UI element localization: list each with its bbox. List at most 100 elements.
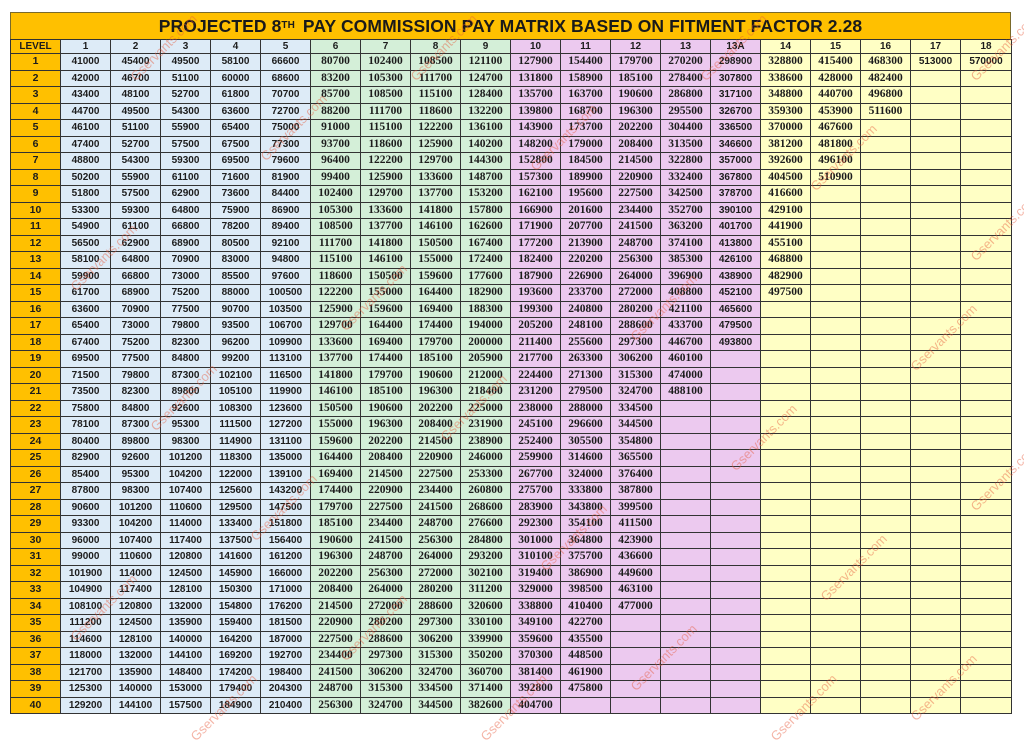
row-index: 39 [10, 680, 61, 698]
pay-cell: 220900 [410, 449, 461, 467]
column-header-level-6: 6 [310, 39, 361, 54]
pay-cell: 159400 [210, 614, 261, 632]
pay-cell: 226900 [560, 267, 611, 285]
pay-cell: 182900 [460, 284, 511, 302]
pay-cell: 98300 [110, 482, 161, 500]
pay-cell: 128400 [460, 86, 511, 104]
pay-cell: 248700 [610, 234, 661, 252]
pay-cell: 413800 [710, 234, 761, 252]
table-row: 21 73500 82300 89800 105100 119900 146100 18510… [10, 383, 1012, 401]
pay-cell: 75000 [260, 119, 311, 137]
pay-cell: 94800 [260, 251, 311, 269]
pay-cell: 97600 [260, 267, 311, 285]
pay-cell: 85700 [310, 86, 361, 104]
pay-cell: 89400 [260, 218, 311, 236]
pay-cell: 141600 [210, 548, 261, 566]
pay-cell [860, 152, 911, 170]
pay-cell: 220900 [360, 482, 411, 500]
pay-cell: 140000 [160, 630, 211, 648]
pay-cell: 129700 [310, 317, 361, 335]
pay-cell: 513000 [910, 53, 961, 71]
pay-cell: 144100 [160, 647, 211, 665]
pay-cell: 55900 [110, 168, 161, 186]
pay-cell: 364800 [560, 531, 611, 549]
pay-cell [910, 284, 961, 302]
pay-cell [710, 581, 761, 599]
pay-cell: 207700 [560, 218, 611, 236]
pay-cell: 319400 [510, 564, 561, 582]
pay-cell: 92600 [160, 399, 211, 417]
pay-cell [810, 498, 861, 516]
pay-cell [910, 432, 961, 450]
table-row: 35 111200 124500 135900 159400 181500 220900 28… [10, 614, 1012, 632]
pay-cell: 415400 [810, 53, 861, 71]
row-index: 34 [10, 597, 61, 615]
pay-cell: 132000 [160, 597, 211, 615]
row-index: 6 [10, 135, 61, 153]
pay-cell: 157800 [460, 201, 511, 219]
pay-cell: 401700 [710, 218, 761, 236]
pay-cell: 220900 [610, 168, 661, 186]
table-row: 9 51800 57500 62900 73600 84400 102400 129700 13… [10, 185, 1012, 203]
pay-cell [960, 515, 1012, 533]
pay-cell [860, 614, 911, 632]
pay-cell: 75200 [160, 284, 211, 302]
pay-cell [960, 300, 1012, 318]
pay-cell: 50200 [60, 168, 111, 186]
pay-cell [960, 119, 1012, 137]
pay-cell: 129200 [60, 696, 111, 714]
pay-cell: 196300 [410, 383, 461, 401]
pay-cell: 328800 [760, 53, 811, 71]
pay-cell: 241500 [310, 663, 361, 681]
pay-cell: 120800 [110, 597, 161, 615]
pay-cell: 305500 [560, 432, 611, 450]
pay-cell: 267700 [510, 465, 561, 483]
pay-cell: 137700 [310, 350, 361, 368]
pay-cell [960, 564, 1012, 582]
pay-cell: 54900 [60, 218, 111, 236]
pay-cell [660, 482, 711, 500]
pay-cell: 122200 [360, 152, 411, 170]
pay-cell [810, 251, 861, 269]
pay-cell: 225000 [460, 399, 511, 417]
pay-cell: 91000 [310, 119, 361, 137]
pay-cell: 159600 [360, 300, 411, 318]
pay-cell: 322800 [660, 152, 711, 170]
pay-cell: 84400 [260, 185, 311, 203]
pay-cell: 248100 [560, 317, 611, 335]
table-row: 27 87800 98300 107400 125600 143200 174400 2209… [10, 482, 1012, 500]
row-index: 11 [10, 218, 61, 236]
pay-cell [810, 614, 861, 632]
pay-cell: 214500 [360, 465, 411, 483]
pay-cell: 77500 [110, 350, 161, 368]
pay-cell: 440700 [810, 86, 861, 104]
pay-cell: 111500 [210, 416, 261, 434]
pay-cell: 381200 [760, 135, 811, 153]
pay-cell: 496100 [810, 152, 861, 170]
row-index: 27 [10, 482, 61, 500]
pay-cell [810, 531, 861, 549]
pay-cell: 453900 [810, 102, 861, 120]
column-header-level-15: 15 [810, 39, 861, 54]
pay-cell [910, 680, 961, 698]
row-index: 15 [10, 284, 61, 302]
pay-cell: 150500 [310, 399, 361, 417]
column-header-level-16: 16 [860, 39, 911, 54]
pay-cell: 68900 [160, 234, 211, 252]
pay-cell: 82900 [60, 449, 111, 467]
table-row: 29 93300 104200 114000 133400 151800 185100 234… [10, 515, 1012, 533]
pay-cell: 161200 [260, 548, 311, 566]
pay-cell: 86900 [260, 201, 311, 219]
pay-cell: 101200 [160, 449, 211, 467]
pay-cell: 343800 [560, 498, 611, 516]
pay-cell: 193600 [510, 284, 561, 302]
pay-cell: 62900 [160, 185, 211, 203]
pay-cell [860, 350, 911, 368]
pay-cell: 174400 [310, 482, 361, 500]
pay-cell: 493800 [710, 333, 761, 351]
pay-cell [810, 597, 861, 615]
pay-cell [910, 647, 961, 665]
pay-cell: 195600 [560, 185, 611, 203]
pay-cell: 359600 [510, 630, 561, 648]
pay-cell [960, 498, 1012, 516]
